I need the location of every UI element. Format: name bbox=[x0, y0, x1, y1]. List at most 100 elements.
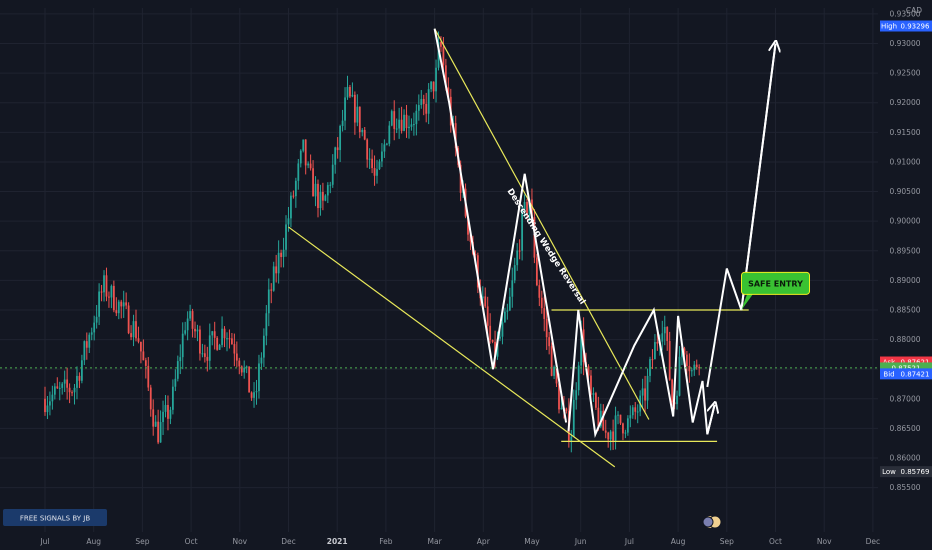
candle-54 bbox=[176, 355, 179, 382]
price-tag-value-bg-0 bbox=[898, 20, 932, 32]
candle-76 bbox=[231, 333, 233, 345]
candle-26 bbox=[108, 291, 110, 308]
currency-label: CAD bbox=[906, 6, 922, 15]
candle-167 bbox=[454, 115, 457, 157]
candle-119 bbox=[336, 137, 339, 159]
candle-84 bbox=[250, 391, 253, 401]
candle-159 bbox=[435, 59, 437, 103]
candle-16 bbox=[83, 340, 86, 366]
x-tick-label-4: Nov bbox=[232, 537, 247, 546]
candle-239 bbox=[631, 404, 634, 419]
grid-lines bbox=[0, 8, 878, 532]
candle-9 bbox=[66, 367, 69, 400]
candle-182 bbox=[491, 339, 494, 344]
candle-89 bbox=[262, 328, 265, 367]
price-tag-value-bg-4 bbox=[898, 466, 932, 478]
y-tick-label-10: 0.90500 bbox=[889, 187, 920, 196]
signal-badge[interactable]: FREE SIGNALS BY JB bbox=[3, 509, 107, 526]
x-tick-label-12: Jul bbox=[624, 537, 634, 546]
price-tag-label-4: Low bbox=[882, 468, 896, 476]
candle-96 bbox=[280, 249, 282, 268]
candle-121 bbox=[341, 109, 344, 132]
candle-73 bbox=[223, 326, 226, 348]
candle-232 bbox=[614, 406, 617, 450]
wedge-zigzag[interactable] bbox=[433, 28, 568, 423]
candle-191 bbox=[513, 257, 516, 284]
candle-243 bbox=[641, 378, 644, 408]
entry-callout-text: SAFE ENTRY bbox=[748, 279, 803, 288]
candle-244 bbox=[644, 375, 646, 413]
candle-263 bbox=[690, 368, 693, 377]
y-tick-label-9: 0.90000 bbox=[889, 217, 920, 226]
candle-258 bbox=[678, 346, 681, 397]
candle-249 bbox=[656, 332, 659, 351]
candle-30 bbox=[117, 299, 120, 320]
y-tick-label-14: 0.92500 bbox=[889, 69, 920, 78]
candle-58 bbox=[186, 311, 189, 341]
wedge-lower[interactable] bbox=[288, 226, 616, 468]
range-zigzag[interactable] bbox=[567, 307, 716, 438]
candle-75 bbox=[228, 329, 231, 349]
price-tag-value-4: 0.85769 bbox=[901, 468, 930, 476]
candle-252 bbox=[663, 315, 666, 346]
candle-107 bbox=[307, 161, 310, 169]
candle-1 bbox=[46, 395, 49, 420]
x-tick-label-3: Oct bbox=[185, 537, 198, 546]
candle-116 bbox=[329, 181, 332, 194]
candle-68 bbox=[211, 330, 214, 346]
candle-72 bbox=[221, 316, 223, 348]
y-tick-label-12: 0.91500 bbox=[889, 128, 920, 137]
price-axis[interactable]: 0.855000.860000.865000.870000.875000.880… bbox=[878, 0, 932, 550]
candle-61 bbox=[194, 321, 196, 338]
candle-106 bbox=[304, 139, 307, 175]
candle-63 bbox=[199, 325, 201, 361]
x-tick-label-6: 2021 bbox=[327, 537, 348, 546]
price-tag-low: Low 0.85769 bbox=[880, 466, 932, 478]
price-tag-value-0: 0.93296 bbox=[901, 22, 930, 30]
candle-155 bbox=[425, 92, 428, 123]
wedge-upper[interactable] bbox=[434, 28, 650, 420]
candle-204 bbox=[545, 308, 548, 350]
candle-145 bbox=[400, 106, 403, 134]
candle-152 bbox=[417, 94, 420, 121]
candle-74 bbox=[226, 332, 228, 352]
candle-111 bbox=[317, 179, 319, 218]
candle-80 bbox=[240, 365, 243, 376]
candle-194 bbox=[521, 205, 524, 261]
candle-11 bbox=[71, 390, 73, 397]
candle-4 bbox=[53, 383, 56, 400]
candle-0 bbox=[44, 386, 46, 416]
replay-icon[interactable] bbox=[702, 515, 722, 529]
price-tag-value-3: 0.87421 bbox=[901, 370, 930, 378]
candle-193 bbox=[518, 239, 521, 260]
candle-162 bbox=[442, 36, 445, 73]
x-tick-label-14: Sep bbox=[720, 537, 734, 546]
candle-28 bbox=[112, 280, 115, 313]
candle-206 bbox=[550, 342, 553, 377]
candle-207 bbox=[553, 365, 555, 380]
candle-44 bbox=[152, 399, 155, 436]
entry-callout[interactable]: SAFE ENTRY bbox=[741, 271, 810, 310]
candle-79 bbox=[238, 357, 241, 375]
candle-151 bbox=[415, 104, 418, 136]
candle-53 bbox=[174, 369, 177, 392]
candle-180 bbox=[486, 296, 489, 338]
candle-31 bbox=[120, 299, 123, 319]
price-tag-label-bg-3 bbox=[880, 368, 898, 380]
candle-142 bbox=[393, 100, 396, 141]
time-axis[interactable]: Jul Aug Sep Oct Nov Dec 2021 Feb Mar Apr May Jun Jul… bbox=[39, 537, 880, 546]
candle-156 bbox=[427, 83, 430, 125]
x-tick-label-11: Jun bbox=[574, 537, 587, 546]
price-tag-label-bg-4 bbox=[880, 466, 898, 478]
candle-70 bbox=[216, 336, 219, 351]
candle-114 bbox=[324, 194, 327, 202]
candle-32 bbox=[122, 290, 125, 318]
candle-118 bbox=[334, 146, 337, 174]
y-tick-label-2: 0.86500 bbox=[889, 424, 920, 433]
candle-215 bbox=[572, 389, 575, 437]
y-tick-label-8: 0.89500 bbox=[889, 246, 920, 255]
candle-255 bbox=[671, 378, 674, 407]
candle-136 bbox=[378, 159, 381, 171]
candle-56 bbox=[181, 322, 184, 370]
